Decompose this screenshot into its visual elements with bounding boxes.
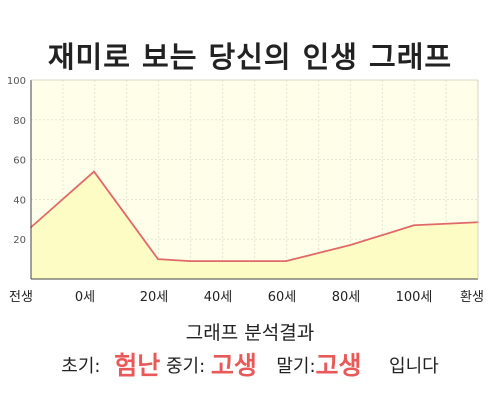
y-tick-label: 80: [13, 116, 26, 127]
late-value: 고생: [315, 351, 362, 380]
early-label: 초기:: [61, 356, 101, 377]
analysis-result: 초기: 험난 중기: 고생 말기:고생 입니다: [0, 346, 500, 382]
series-area: [31, 171, 478, 279]
data-point: [221, 260, 223, 262]
y-tick-label: 60: [13, 156, 26, 167]
x-tick-label: 60세: [268, 290, 297, 305]
data-point: [93, 170, 95, 173]
data-point: [157, 258, 159, 260]
result-suffix: 입니다: [389, 356, 439, 377]
early-value: 험난: [114, 351, 161, 380]
data-point: [349, 244, 351, 247]
y-tick-label: 40: [13, 195, 26, 206]
life-graph-chart: 20 40 60 80 100 전생 0세 20세 40세 60세 80세 100세 환생: [7, 76, 484, 305]
analysis-title: 그래프 분석결과: [185, 322, 315, 344]
x-tick-label: 40세: [204, 290, 233, 305]
late-label: 말기:: [276, 356, 316, 377]
y-tick-label: 20: [13, 235, 26, 246]
page-title: 재미로 보는 당신의 인생 그래프: [47, 40, 453, 74]
middle-value: 고생: [210, 351, 257, 380]
x-tick-label: 100세: [396, 290, 433, 305]
y-tick-label: 100: [7, 76, 26, 87]
data-point: [285, 260, 287, 262]
x-tick-label: 0세: [75, 290, 95, 305]
x-tick-label: 전생: [9, 290, 33, 305]
middle-label: 중기:: [165, 356, 206, 377]
x-tick-label: 80세: [332, 290, 361, 305]
x-tick-label: 20세: [140, 290, 169, 305]
x-tick-label: 환생: [460, 290, 484, 305]
data-point: [189, 260, 191, 262]
data-point: [413, 224, 415, 227]
